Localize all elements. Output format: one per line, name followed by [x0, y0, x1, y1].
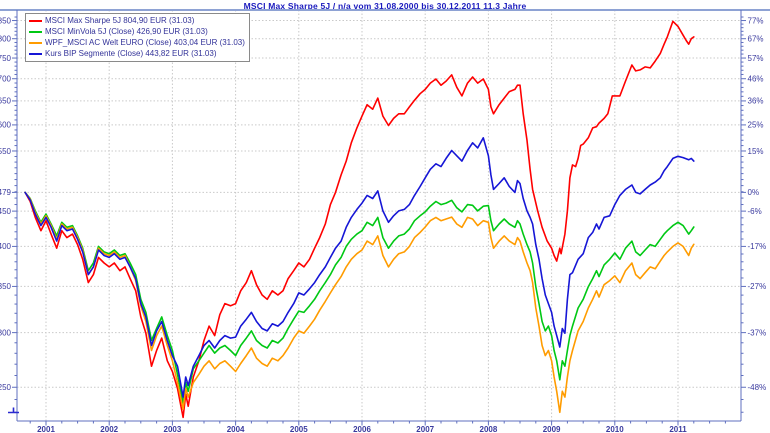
x-axis-year-label: 2006	[353, 425, 371, 433]
legend-label: MSCI Max Sharpe 5J 804,90 EUR (31.03)	[45, 16, 195, 25]
y-axis-label-eur: 550	[0, 147, 12, 156]
y-axis-label-eur: 250	[0, 383, 12, 392]
x-axis-year-label: 2009	[543, 425, 561, 433]
series-line-2	[24, 191, 695, 414]
x-axis-year-label: 2010	[606, 425, 624, 433]
y-axis-label-eur: 650	[0, 97, 12, 106]
legend-item: MSCI MinVola 5J (Close) 426,90 EUR (31.0…	[29, 26, 245, 37]
legend-label: MSCI MinVola 5J (Close) 426,90 EUR (31.0…	[45, 27, 208, 36]
axis-origin-mark	[8, 407, 19, 414]
legend-box: MSCI Max Sharpe 5J 804,90 EUR (31.03) MS…	[25, 13, 250, 62]
y-axis-label-eur: 300	[0, 328, 12, 337]
legend-item: MSCI Max Sharpe 5J 804,90 EUR (31.03)	[29, 15, 245, 26]
series-line-0	[24, 20, 695, 419]
x-axis-year-label: 2011	[669, 425, 687, 433]
y-axis-label-pct: -37%	[748, 328, 767, 337]
y-axis-label-pct: -48%	[748, 383, 767, 392]
y-axis-label-pct: -27%	[748, 282, 767, 291]
y-axis-label-pct: 25%	[748, 121, 764, 130]
series-line-1	[24, 191, 695, 404]
chart-title: MSCI Max Sharpe 5J / n/a vom 31.08.2000 …	[243, 1, 527, 11]
y-axis-label-pct: 46%	[748, 75, 764, 84]
y-axis-label-pct: 36%	[748, 97, 764, 106]
y-axis-label-pct: 67%	[748, 34, 764, 43]
y-axis-label-eur: 600	[0, 121, 12, 130]
y-axis-label-pct: -6%	[748, 207, 762, 216]
y-axis-label-eur: 450	[0, 207, 12, 216]
x-axis-year-label: 2008	[480, 425, 498, 433]
y-axis-label-pct: 0%	[748, 188, 760, 197]
y-axis-label-pct: -17%	[748, 242, 767, 251]
series-color-dash-blue	[29, 52, 42, 55]
y-axis-label-pct: 15%	[748, 147, 764, 156]
legend-label: WPF_MSCI AC Welt EURO (Close) 403,04 EUR…	[45, 38, 245, 47]
legend-item: Kurs BIP Segmente (Close) 443,82 EUR (31…	[29, 48, 245, 59]
y-axis-label-pct: 57%	[748, 54, 764, 63]
x-axis-year-label: 2007	[416, 425, 434, 433]
y-axis-label-eur: 850	[0, 16, 12, 25]
x-axis-year-label: 2001	[37, 425, 55, 433]
legend-label: Kurs BIP Segmente (Close) 443,82 EUR (31…	[45, 49, 217, 58]
x-axis-year-label: 2002	[100, 425, 118, 433]
y-axis-label-eur: 350	[0, 282, 12, 291]
series-color-dash-red	[29, 19, 42, 22]
y-axis-label-eur: 479	[0, 188, 12, 197]
x-axis-year-label: 2005	[290, 425, 308, 433]
series-color-dash-green	[29, 30, 42, 33]
y-axis-label-eur: 400	[0, 242, 12, 251]
x-axis-year-label: 2003	[164, 425, 182, 433]
y-axis-label-eur: 700	[0, 75, 12, 84]
x-axis-year-label: 2004	[227, 425, 245, 433]
series-line-3	[24, 137, 695, 398]
y-axis-label-pct: 77%	[748, 16, 764, 25]
legend-item: WPF_MSCI AC Welt EURO (Close) 403,04 EUR…	[29, 37, 245, 48]
y-axis-label-eur: 750	[0, 54, 12, 63]
series-color-dash-orange	[29, 41, 42, 44]
y-axis-label-eur: 800	[0, 34, 12, 43]
